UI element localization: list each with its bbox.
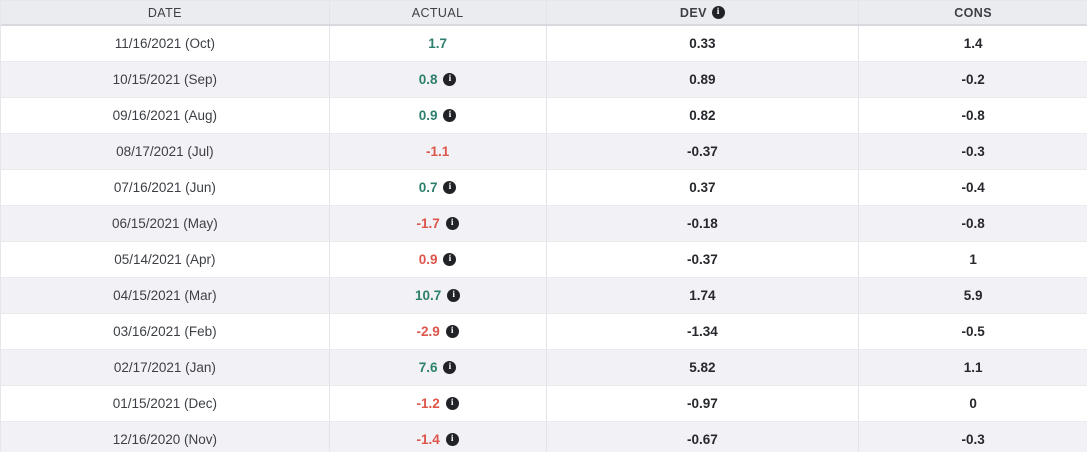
column-header-dev-label: DEV	[679, 5, 707, 20]
cons-cell: 1.1	[858, 350, 1087, 385]
actual-cell: 0.8 i	[328, 62, 546, 97]
dev-cell: -0.67	[545, 422, 859, 452]
table-row: 04/15/2021 (Mar) 10.7 i 1.74 5.9	[1, 278, 1087, 314]
cons-cell: -0.2	[858, 62, 1087, 97]
actual-cell: 0.7 i	[328, 170, 546, 205]
actual-value: 10.7	[414, 288, 442, 303]
actual-value: -1.4	[416, 432, 440, 447]
info-icon[interactable]: i	[447, 289, 461, 302]
cons-cell: 0	[858, 386, 1087, 421]
actual-cell: -2.9 i	[328, 314, 546, 349]
dev-cell: 5.82	[545, 350, 859, 385]
actual-cell: -1.4 i	[328, 422, 546, 452]
column-header-cons: CONS	[858, 1, 1087, 24]
table-row: 09/16/2021 (Aug) 0.9 i 0.82 -0.8	[1, 98, 1087, 134]
date-cell: 12/16/2020 (Nov)	[112, 432, 218, 447]
column-header-cons-label: CONS	[954, 5, 992, 20]
column-header-actual-label: ACTUAL	[411, 5, 464, 20]
actual-value: 7.6	[418, 360, 438, 375]
info-icon[interactable]: i	[443, 109, 457, 122]
cons-cell: -0.3	[858, 134, 1087, 169]
actual-value: 0.9	[418, 252, 438, 267]
dev-cell: 0.37	[545, 170, 859, 205]
info-icon[interactable]: i	[445, 325, 459, 338]
actual-value: 0.8	[418, 72, 438, 87]
date-cell: 11/16/2021 (Oct)	[114, 36, 215, 51]
cons-cell: -0.8	[858, 206, 1087, 241]
actual-cell: 7.6 i	[328, 350, 546, 385]
table-row: 01/15/2021 (Dec) -1.2 i -0.97 0	[1, 386, 1087, 422]
date-cell: 05/14/2021 (Apr)	[114, 252, 216, 267]
date-cell: 10/15/2021 (Sep)	[112, 72, 218, 87]
info-icon[interactable]: i	[443, 181, 457, 194]
table-row: 05/14/2021 (Apr) 0.9 i -0.37 1	[1, 242, 1087, 278]
date-cell: 04/15/2021 (Mar)	[113, 288, 217, 303]
info-icon[interactable]: i	[711, 6, 725, 19]
info-icon[interactable]: i	[445, 217, 459, 230]
actual-cell: -1.7 i	[328, 206, 546, 241]
info-icon[interactable]: i	[443, 253, 457, 266]
date-cell: 03/16/2021 (Feb)	[113, 324, 217, 339]
dev-cell: 0.33	[545, 26, 859, 61]
dev-cell: -0.97	[545, 386, 859, 421]
column-header-dev: DEV i	[545, 1, 859, 24]
actual-value: 1.7	[428, 36, 447, 51]
table-row: 11/16/2021 (Oct) 1.7 i 0.33 1.4	[1, 26, 1087, 62]
table-body: 11/16/2021 (Oct) 1.7 i 0.33 1.4 10/15/20…	[1, 26, 1087, 452]
table-row: 03/16/2021 (Feb) -2.9 i -1.34 -0.5	[1, 314, 1087, 350]
dev-cell: 0.82	[545, 98, 859, 133]
table-row: 12/16/2020 (Nov) -1.4 i -0.67 -0.3	[1, 422, 1087, 452]
actual-value: -1.7	[416, 216, 440, 231]
table-row: 06/15/2021 (May) -1.7 i -0.18 -0.8	[1, 206, 1087, 242]
dev-cell: -0.37	[545, 134, 859, 169]
date-cell: 07/16/2021 (Jun)	[113, 180, 216, 195]
dev-cell: -0.37	[545, 242, 859, 277]
info-icon[interactable]: i	[445, 397, 459, 410]
cons-cell: 1	[858, 242, 1087, 277]
cons-cell: -0.8	[858, 98, 1087, 133]
cons-cell: 1.4	[858, 26, 1087, 61]
table-row: 07/16/2021 (Jun) 0.7 i 0.37 -0.4	[1, 170, 1087, 206]
actual-cell: 10.7 i	[328, 278, 546, 313]
dev-cell: 1.74	[545, 278, 859, 313]
column-header-actual: ACTUAL	[328, 1, 546, 24]
info-icon[interactable]: i	[445, 433, 459, 446]
actual-value: 0.9	[418, 108, 438, 123]
actual-cell: -1.2 i	[328, 386, 546, 421]
cons-cell: -0.3	[858, 422, 1087, 452]
actual-cell: 1.7 i	[328, 26, 546, 61]
cons-cell: 5.9	[858, 278, 1087, 313]
actual-cell: 0.9 i	[328, 98, 546, 133]
date-cell: 06/15/2021 (May)	[111, 216, 218, 231]
date-cell: 08/17/2021 (Jul)	[116, 144, 214, 159]
cons-cell: -0.4	[858, 170, 1087, 205]
table-header-row: DATE ACTUAL DEV i CONS	[1, 1, 1087, 26]
actual-value: -1.1	[425, 144, 450, 159]
cons-cell: -0.5	[858, 314, 1087, 349]
date-cell: 01/15/2021 (Dec)	[112, 396, 218, 411]
date-cell: 09/16/2021 (Aug)	[112, 108, 218, 123]
dev-cell: -1.34	[545, 314, 859, 349]
actual-cell: 0.9 i	[328, 242, 546, 277]
dev-cell: -0.18	[545, 206, 859, 241]
dev-cell: 0.89	[545, 62, 859, 97]
info-icon[interactable]: i	[443, 361, 457, 374]
table-row: 10/15/2021 (Sep) 0.8 i 0.89 -0.2	[1, 62, 1087, 98]
table-row: 08/17/2021 (Jul) -1.1 i -0.37 -0.3	[1, 134, 1087, 170]
actual-value: -1.2	[416, 396, 440, 411]
actual-value: -2.9	[416, 324, 440, 339]
info-icon[interactable]: i	[443, 73, 457, 86]
actual-cell: -1.1 i	[328, 134, 546, 169]
table-row: 02/17/2021 (Jan) 7.6 i 5.82 1.1	[1, 350, 1087, 386]
column-header-date-label: DATE	[147, 5, 182, 20]
date-cell: 02/17/2021 (Jan)	[113, 360, 216, 375]
column-header-date: DATE	[1, 1, 329, 24]
actual-value: 0.7	[418, 180, 438, 195]
